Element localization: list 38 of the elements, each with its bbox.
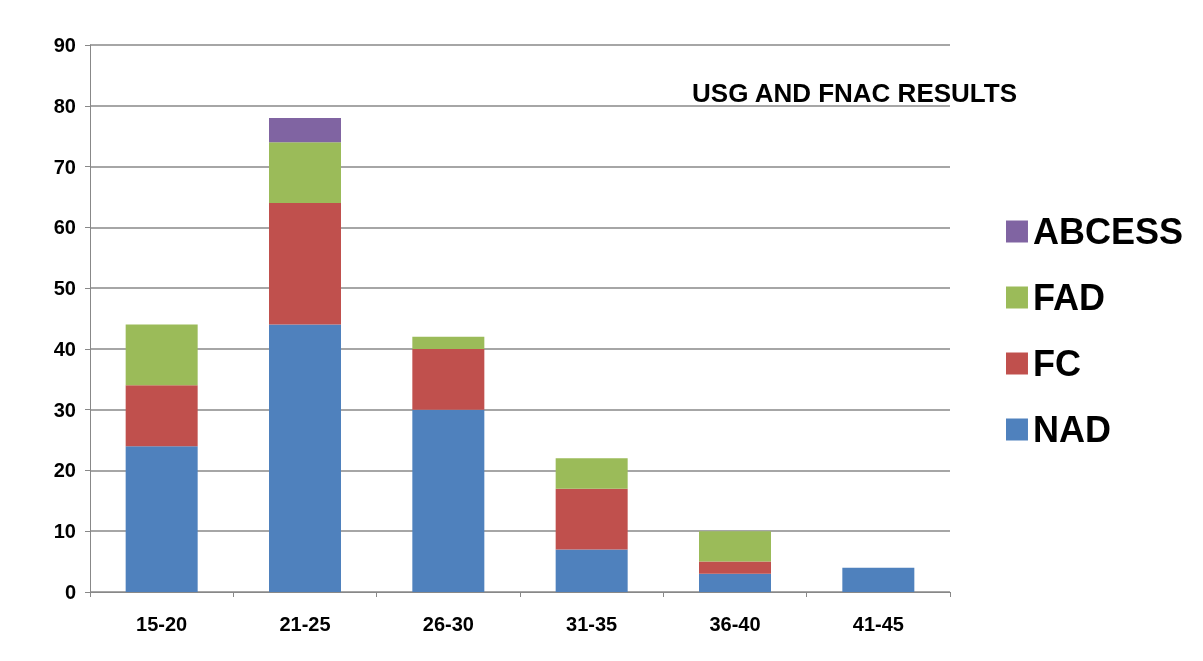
bar [842,567,915,592]
y-tick-label: 0 [64,581,76,603]
bar [412,409,485,592]
bar [269,203,341,325]
bar [555,488,628,550]
x-tick-label: 26-30 [422,613,474,635]
y-tick-label: 30 [53,398,76,421]
x-tick-label: 36-40 [709,613,761,635]
legend-label: FC [1032,343,1081,384]
y-tick-label: 80 [53,94,76,117]
bar [555,458,628,489]
legend-label: ABCESS [1032,211,1183,252]
bar [125,324,198,386]
text: USG AND FNAC RESULTS [692,78,1018,108]
bar [269,117,341,143]
y-tick-label: 90 [53,34,76,56]
x-tick-label: 31-35 [566,613,618,635]
x-tick-label: 15-20 [136,613,188,635]
bar [125,385,198,447]
bar [555,549,628,592]
legend-label: FAD [1032,277,1105,318]
y-tick-label: 20 [53,459,76,482]
y-tick-label: 40 [53,337,76,360]
bar [699,531,771,562]
x-tick-label: 21-25 [279,613,331,635]
y-tick-label: 60 [53,216,76,239]
x-tick-label: 41-45 [852,613,904,635]
bar [269,142,341,204]
bar [699,573,771,592]
y-tick-label: 10 [53,520,76,543]
y-tick-label: 50 [53,277,76,300]
bar [125,446,198,592]
bar [412,336,485,349]
bar [412,348,485,410]
bar [269,324,341,592]
legend-label: NAD [1032,409,1111,450]
bar [699,561,771,574]
y-tick-label: 70 [53,155,76,178]
